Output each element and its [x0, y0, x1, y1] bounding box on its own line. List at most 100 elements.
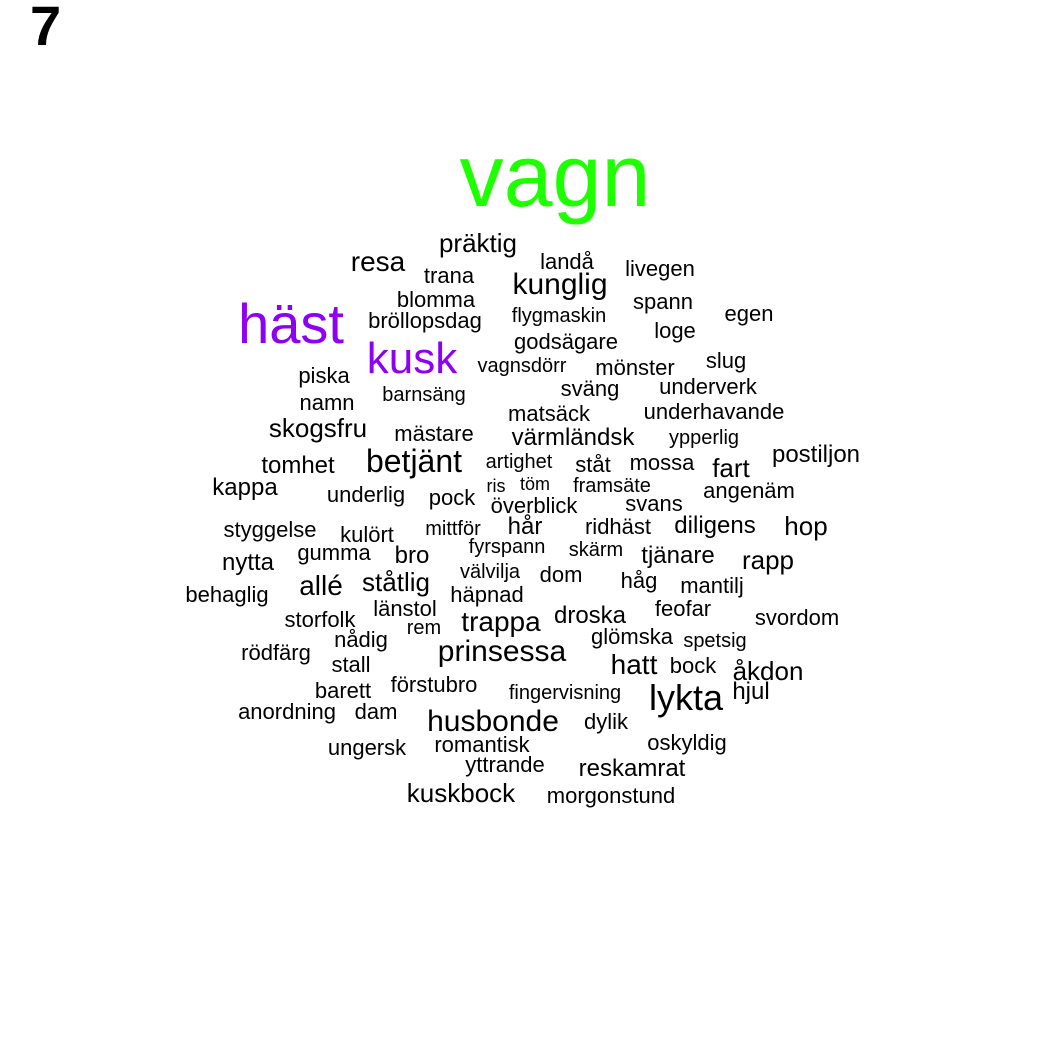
- word-68: feofar: [654, 596, 712, 621]
- word-97: reskamrat: [578, 755, 686, 782]
- word-11: bröllopsdag: [368, 308, 482, 333]
- word-54: gumma: [297, 540, 371, 565]
- word-91: husbonde: [427, 705, 559, 738]
- word-76: nådig: [334, 627, 388, 652]
- word-2: kusk: [366, 334, 458, 383]
- word-15: godsägare: [514, 329, 618, 354]
- word-31: betjänt: [365, 443, 463, 479]
- word-38: ris: [486, 476, 506, 496]
- word-85: barett: [314, 678, 372, 703]
- word-3: präktig: [438, 228, 518, 258]
- word-79: prinsessa: [437, 635, 567, 668]
- word-33: ståt: [575, 452, 611, 477]
- word-88: hjul: [732, 678, 770, 705]
- word-0: vagn: [459, 126, 651, 225]
- word-67: häpnad: [450, 582, 524, 607]
- word-52: hop: [784, 511, 828, 541]
- word-7: livegen: [625, 256, 695, 281]
- word-63: ståtlig: [362, 567, 430, 597]
- word-89: anordning: [238, 699, 336, 724]
- word-78: rödfärg: [241, 640, 311, 665]
- word-20: sväng: [560, 376, 620, 401]
- word-87: lykta: [648, 677, 724, 718]
- word-58: tjänare: [641, 542, 715, 569]
- word-5: landå: [540, 249, 594, 274]
- word-81: bock: [669, 653, 717, 678]
- word-8: kunglig: [512, 268, 608, 301]
- word-4: resa: [350, 246, 406, 277]
- word-65: mantilj: [680, 573, 744, 598]
- word-24: matsäck: [508, 401, 590, 426]
- word-42: pock: [428, 485, 476, 510]
- word-61: dom: [539, 562, 583, 587]
- word-55: bro: [394, 542, 430, 569]
- word-80: hatt: [610, 649, 658, 680]
- word-41: underlig: [326, 482, 406, 507]
- word-98: kuskbock: [406, 778, 516, 808]
- word-32: artighet: [485, 451, 553, 473]
- word-94: romantisk: [434, 732, 530, 757]
- word-83: åkdon: [732, 656, 804, 686]
- word-6: trana: [423, 263, 475, 288]
- word-17: mönster: [595, 355, 675, 380]
- word-1: häst: [238, 292, 344, 355]
- word-46: styggelse: [223, 517, 317, 542]
- word-35: fart: [712, 453, 750, 483]
- word-77: spetsig: [683, 630, 747, 652]
- word-95: oskyldig: [647, 730, 727, 755]
- word-22: barnsäng: [382, 384, 466, 406]
- word-57: skärm: [568, 539, 624, 561]
- word-27: mästare: [394, 421, 474, 446]
- panel-label: 7: [30, 0, 62, 57]
- word-69: länstol: [373, 596, 437, 621]
- word-28: värmländsk: [511, 424, 635, 451]
- word-50: ridhäst: [584, 514, 652, 539]
- word-36: postiljon: [771, 441, 861, 468]
- word-96: yttrande: [465, 752, 545, 777]
- word-40: framsäte: [573, 475, 651, 497]
- word-73: svordom: [754, 605, 840, 630]
- word-74: rem: [406, 617, 442, 639]
- word-9: blomma: [396, 287, 476, 312]
- word-14: loge: [654, 318, 696, 343]
- word-21: underverk: [659, 374, 757, 399]
- word-26: skogsfru: [268, 413, 368, 443]
- word-90: dam: [354, 699, 398, 724]
- word-29: ypperlig: [668, 427, 740, 449]
- word-10: spann: [633, 289, 693, 314]
- word-92: dylik: [583, 709, 629, 734]
- word-72: droska: [553, 602, 627, 629]
- word-49: hår: [507, 513, 543, 540]
- word-66: behaglig: [185, 582, 269, 607]
- word-53: nytta: [221, 549, 275, 576]
- word-37: kappa: [212, 474, 278, 501]
- word-64: håg: [620, 568, 658, 593]
- word-13: egen: [724, 301, 774, 326]
- word-34: mossa: [629, 450, 695, 475]
- word-60: välvilja: [459, 561, 521, 583]
- word-48: mittför: [425, 518, 481, 540]
- word-84: förstubro: [390, 672, 478, 697]
- word-25: underhavande: [643, 399, 785, 424]
- word-16: vagnsdörr: [477, 355, 567, 377]
- word-75: glömska: [591, 624, 673, 649]
- word-51: diligens: [674, 512, 756, 539]
- word-59: rapp: [741, 545, 795, 575]
- word-45: svans: [625, 491, 683, 516]
- word-99: morgonstund: [546, 783, 676, 808]
- word-23: namn: [299, 390, 355, 415]
- word-44: överblick: [490, 493, 578, 518]
- word-39: töm: [519, 474, 551, 494]
- word-18: slug: [705, 348, 747, 373]
- word-62: allé: [299, 570, 343, 601]
- word-47: kulört: [340, 522, 394, 547]
- word-12: flygmaskin: [511, 305, 607, 327]
- word-93: ungersk: [327, 735, 407, 760]
- word-70: storfolk: [284, 607, 356, 632]
- word-71: trappa: [461, 606, 541, 637]
- word-82: stall: [331, 652, 371, 677]
- word-30: tomhet: [261, 452, 335, 479]
- word-56: fyrspann: [468, 536, 546, 558]
- word-19: piska: [298, 363, 350, 388]
